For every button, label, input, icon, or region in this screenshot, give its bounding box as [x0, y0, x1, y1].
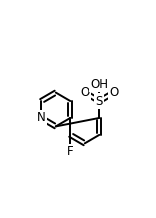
Text: OH: OH: [90, 78, 108, 91]
Text: O: O: [80, 86, 89, 99]
Text: F: F: [67, 145, 74, 158]
Text: S: S: [96, 95, 103, 107]
Text: O: O: [109, 86, 118, 99]
Text: N: N: [37, 111, 46, 124]
